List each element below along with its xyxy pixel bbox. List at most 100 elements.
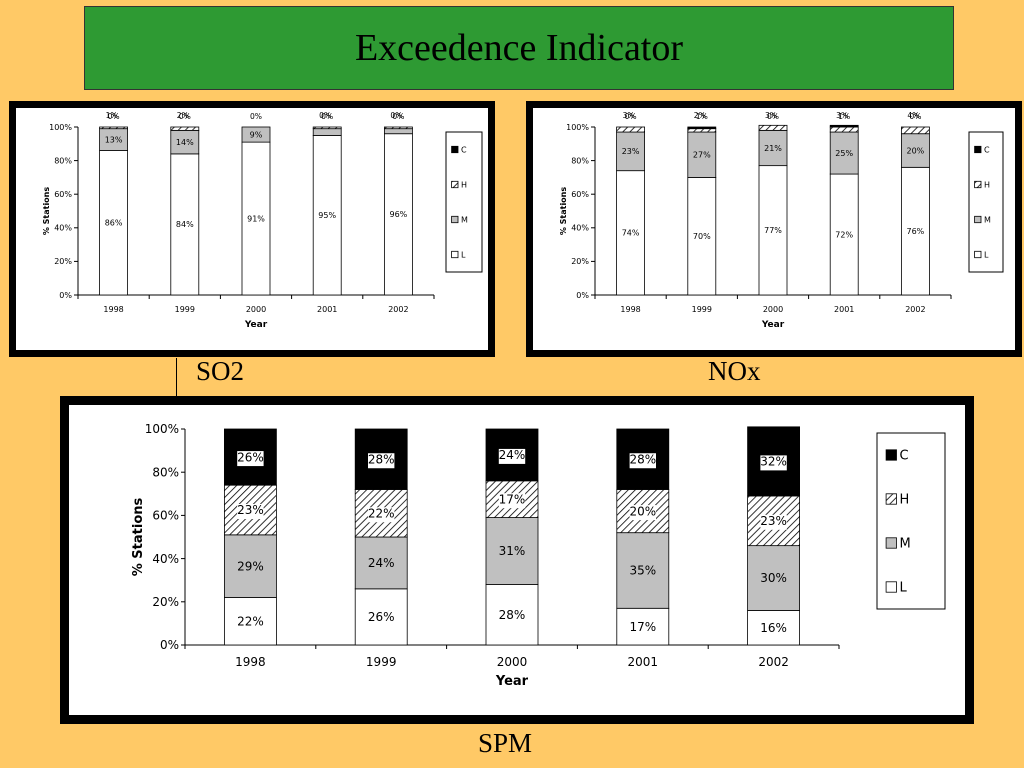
- legend-label: L: [900, 581, 908, 596]
- y-tick-label: 80%: [571, 156, 589, 165]
- spm-chart: 0% 20% 40% 60% 80% 100% 22% 29% 23% 26% 1998 26% 24%…: [131, 422, 946, 689]
- legend-label: H: [984, 180, 990, 189]
- y-tick-label: 80%: [152, 465, 179, 479]
- legend-swatch-C: [885, 449, 897, 461]
- legend-swatch-M: [974, 215, 982, 224]
- data-label: 28%: [499, 608, 526, 622]
- data-label-small: 0%: [392, 112, 404, 121]
- nox-chart: 0%20%40%60%80%100%74%23%3%0%199870%27%2%…: [559, 111, 1004, 330]
- data-label: 26%: [368, 610, 395, 624]
- data-label-small: 0%: [108, 112, 120, 121]
- legend-swatch-L: [974, 250, 982, 259]
- legend-swatch-C: [451, 145, 459, 154]
- y-tick-label: 40%: [571, 224, 589, 233]
- legend-label: M: [984, 215, 991, 224]
- bar-M: [383, 128, 413, 135]
- data-label-bg: [629, 505, 656, 521]
- bar-C: [485, 428, 539, 482]
- data-label: 77%: [764, 226, 782, 235]
- data-label-bg: [368, 507, 395, 523]
- data-label: 72%: [835, 230, 853, 239]
- legend-label: H: [461, 180, 467, 189]
- bar-L: [687, 177, 717, 296]
- x-tick-label: 1999: [692, 305, 712, 314]
- data-label: 30%: [760, 571, 787, 585]
- y-tick-label: 20%: [571, 257, 589, 266]
- bar-L: [900, 166, 930, 296]
- nox-chart-frame: 0% 20% 40% 60% 80% 100% 74% 23% 3% 0% 1998 70% 27% 2%…: [526, 101, 1022, 357]
- bar-M: [829, 131, 859, 175]
- legend-swatch-M: [451, 215, 459, 224]
- bar-L: [485, 584, 539, 646]
- x-tick-label: 2000: [246, 305, 266, 314]
- data-label-small: 1%: [106, 111, 118, 120]
- so2-chart: 0%20%40%60%80%100%86%13%1%0%199884%14%2%…: [42, 111, 483, 330]
- y-tick-label: 60%: [54, 190, 72, 199]
- data-label: 17%: [629, 620, 656, 634]
- data-label: 31%: [499, 544, 526, 558]
- y-axis-title: % Stations: [559, 187, 568, 236]
- x-tick-label: 1998: [235, 655, 266, 669]
- data-label: 28%: [368, 452, 395, 466]
- legend-box: [876, 432, 946, 610]
- y-tick-label: 60%: [571, 190, 589, 199]
- so2-caption: SO2: [196, 356, 245, 386]
- data-label: 95%: [318, 211, 336, 220]
- legend-swatch-H: [974, 180, 982, 189]
- data-label-bg: [237, 504, 264, 519]
- legend-label: M: [900, 537, 911, 552]
- legend-swatch-M: [885, 537, 897, 549]
- bar-M: [241, 126, 271, 143]
- legend-swatch-H: [885, 493, 897, 505]
- x-tick-label: 1999: [175, 305, 195, 314]
- legend-box: [968, 131, 1004, 273]
- bar-M: [312, 128, 342, 136]
- data-label-small: 0%: [390, 111, 402, 120]
- data-label: 96%: [390, 210, 408, 219]
- data-label: 24%: [368, 556, 395, 570]
- data-label: 20%: [629, 504, 656, 518]
- data-label: 27%: [693, 151, 711, 160]
- legend-label: C: [900, 449, 909, 464]
- bar-H: [687, 128, 717, 133]
- data-label-bg: [237, 451, 264, 467]
- y-tick-label: 40%: [152, 552, 179, 566]
- data-label: 28%: [629, 452, 656, 466]
- x-axis-title: Year: [244, 320, 268, 330]
- bar-M: [758, 129, 788, 167]
- data-label-small: 1%: [696, 112, 708, 121]
- x-tick-label: 2001: [834, 305, 854, 314]
- data-label-small: 3%: [836, 111, 848, 120]
- x-tick-label: 1998: [620, 305, 640, 314]
- data-label-small: 0%: [179, 112, 191, 121]
- data-label-small: 0%: [767, 112, 779, 121]
- data-label-small: 0%: [321, 112, 333, 121]
- bar-L: [616, 607, 670, 646]
- x-tick-label: 2002: [758, 655, 789, 669]
- data-label-small: 2%: [177, 111, 189, 120]
- bar-H: [758, 124, 788, 131]
- bar-M: [747, 545, 800, 611]
- legend-label: L: [461, 250, 466, 259]
- bar-C: [829, 124, 859, 128]
- data-label-bg: [760, 455, 787, 471]
- data-label: 22%: [237, 614, 264, 628]
- spm-caption: SPM: [478, 728, 533, 758]
- data-label: 16%: [760, 621, 787, 635]
- x-tick-label: 2002: [388, 305, 408, 314]
- bar-L: [354, 588, 408, 646]
- data-label: 23%: [622, 147, 640, 156]
- data-label-small: 4%: [907, 111, 919, 120]
- data-label: 29%: [237, 559, 264, 573]
- data-label-small: 0%: [250, 112, 262, 121]
- y-tick-label: 100%: [145, 422, 179, 436]
- y-tick-label: 100%: [49, 123, 72, 132]
- bar-M: [485, 517, 539, 585]
- data-label: 76%: [907, 227, 925, 236]
- bar-L: [170, 153, 200, 296]
- y-tick-label: 100%: [566, 123, 589, 132]
- data-label: 70%: [693, 232, 711, 241]
- legend-box: [445, 131, 483, 273]
- legend-swatch-L: [885, 581, 897, 593]
- data-label-bg: [629, 453, 656, 469]
